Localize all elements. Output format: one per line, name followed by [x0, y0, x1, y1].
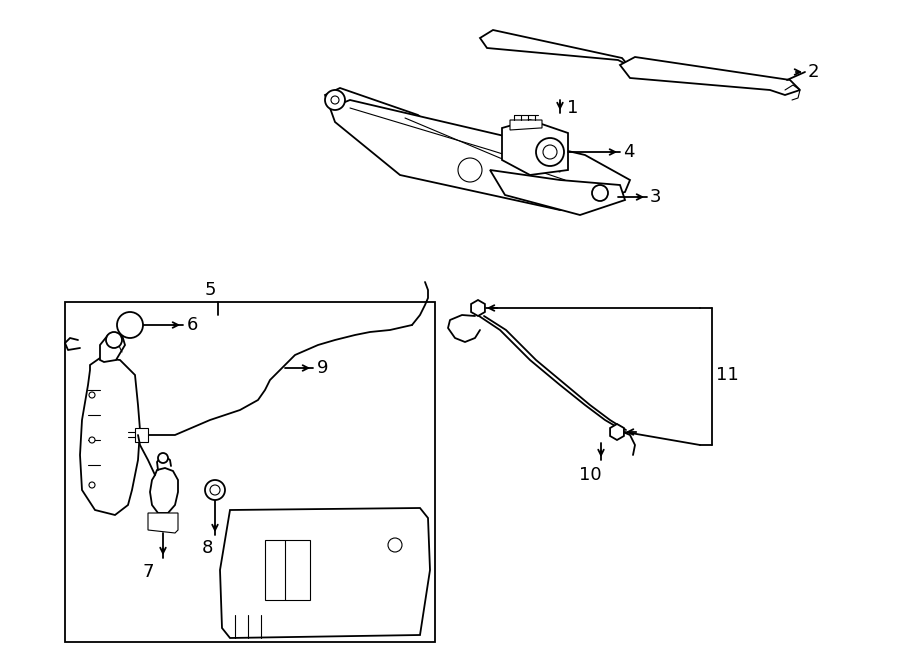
Text: 8: 8: [202, 539, 212, 557]
Polygon shape: [100, 335, 125, 362]
Polygon shape: [490, 170, 625, 215]
Polygon shape: [220, 508, 430, 638]
Polygon shape: [265, 540, 310, 600]
Circle shape: [158, 453, 168, 463]
Polygon shape: [80, 358, 140, 515]
Bar: [65, 302, 435, 642]
Circle shape: [458, 158, 482, 182]
Text: 4: 4: [623, 143, 634, 161]
Circle shape: [89, 482, 95, 488]
Polygon shape: [480, 30, 628, 65]
Text: 10: 10: [579, 466, 601, 484]
Circle shape: [89, 392, 95, 398]
Polygon shape: [620, 57, 800, 95]
Polygon shape: [325, 88, 430, 133]
Polygon shape: [150, 468, 178, 513]
Circle shape: [89, 437, 95, 443]
Text: 5: 5: [204, 281, 216, 299]
Circle shape: [106, 332, 122, 348]
Text: 11: 11: [716, 366, 739, 384]
Polygon shape: [135, 428, 148, 442]
Text: 9: 9: [317, 359, 328, 377]
Text: 3: 3: [650, 188, 662, 206]
Circle shape: [331, 96, 339, 104]
Polygon shape: [148, 513, 178, 533]
Circle shape: [543, 145, 557, 159]
Text: 2: 2: [808, 63, 820, 81]
Circle shape: [205, 480, 225, 500]
Circle shape: [117, 312, 143, 338]
Polygon shape: [502, 120, 568, 175]
Text: 1: 1: [567, 99, 579, 117]
Circle shape: [210, 485, 220, 495]
Circle shape: [592, 185, 608, 201]
Text: 7: 7: [142, 563, 154, 581]
Polygon shape: [510, 120, 542, 130]
Text: 6: 6: [187, 316, 198, 334]
Circle shape: [325, 90, 345, 110]
Circle shape: [536, 138, 564, 166]
Circle shape: [388, 538, 402, 552]
Polygon shape: [330, 100, 630, 210]
